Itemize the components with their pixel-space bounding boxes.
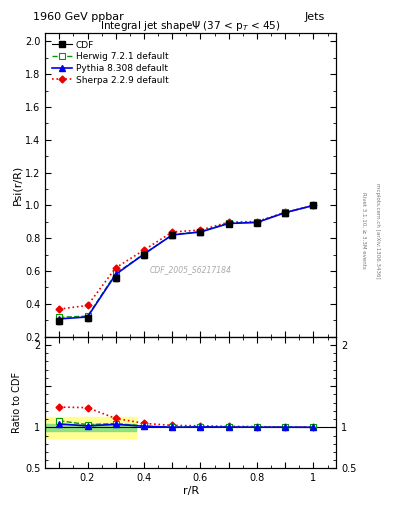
Text: 1960 GeV ppbar: 1960 GeV ppbar xyxy=(33,11,124,22)
X-axis label: r/R: r/R xyxy=(182,486,199,496)
Y-axis label: Psi(r/R): Psi(r/R) xyxy=(12,165,22,205)
Bar xyxy=(45,417,136,438)
Title: Integral jet shape$\Psi$ (37 < p$_T$ < 45): Integral jet shape$\Psi$ (37 < p$_T$ < 4… xyxy=(100,19,281,33)
Text: Rivet 3.1.10, ≥ 3.3M events: Rivet 3.1.10, ≥ 3.3M events xyxy=(361,192,366,269)
Text: CDF_2005_S6217184: CDF_2005_S6217184 xyxy=(150,265,231,274)
Bar xyxy=(45,424,136,431)
Text: Jets: Jets xyxy=(304,11,325,22)
Y-axis label: Ratio to CDF: Ratio to CDF xyxy=(12,372,22,433)
Text: mcplots.cern.ch [arXiv:1306.3436]: mcplots.cern.ch [arXiv:1306.3436] xyxy=(375,183,380,278)
Legend: CDF, Herwig 7.2.1 default, Pythia 8.308 default, Sherpa 2.2.9 default: CDF, Herwig 7.2.1 default, Pythia 8.308 … xyxy=(50,38,171,88)
